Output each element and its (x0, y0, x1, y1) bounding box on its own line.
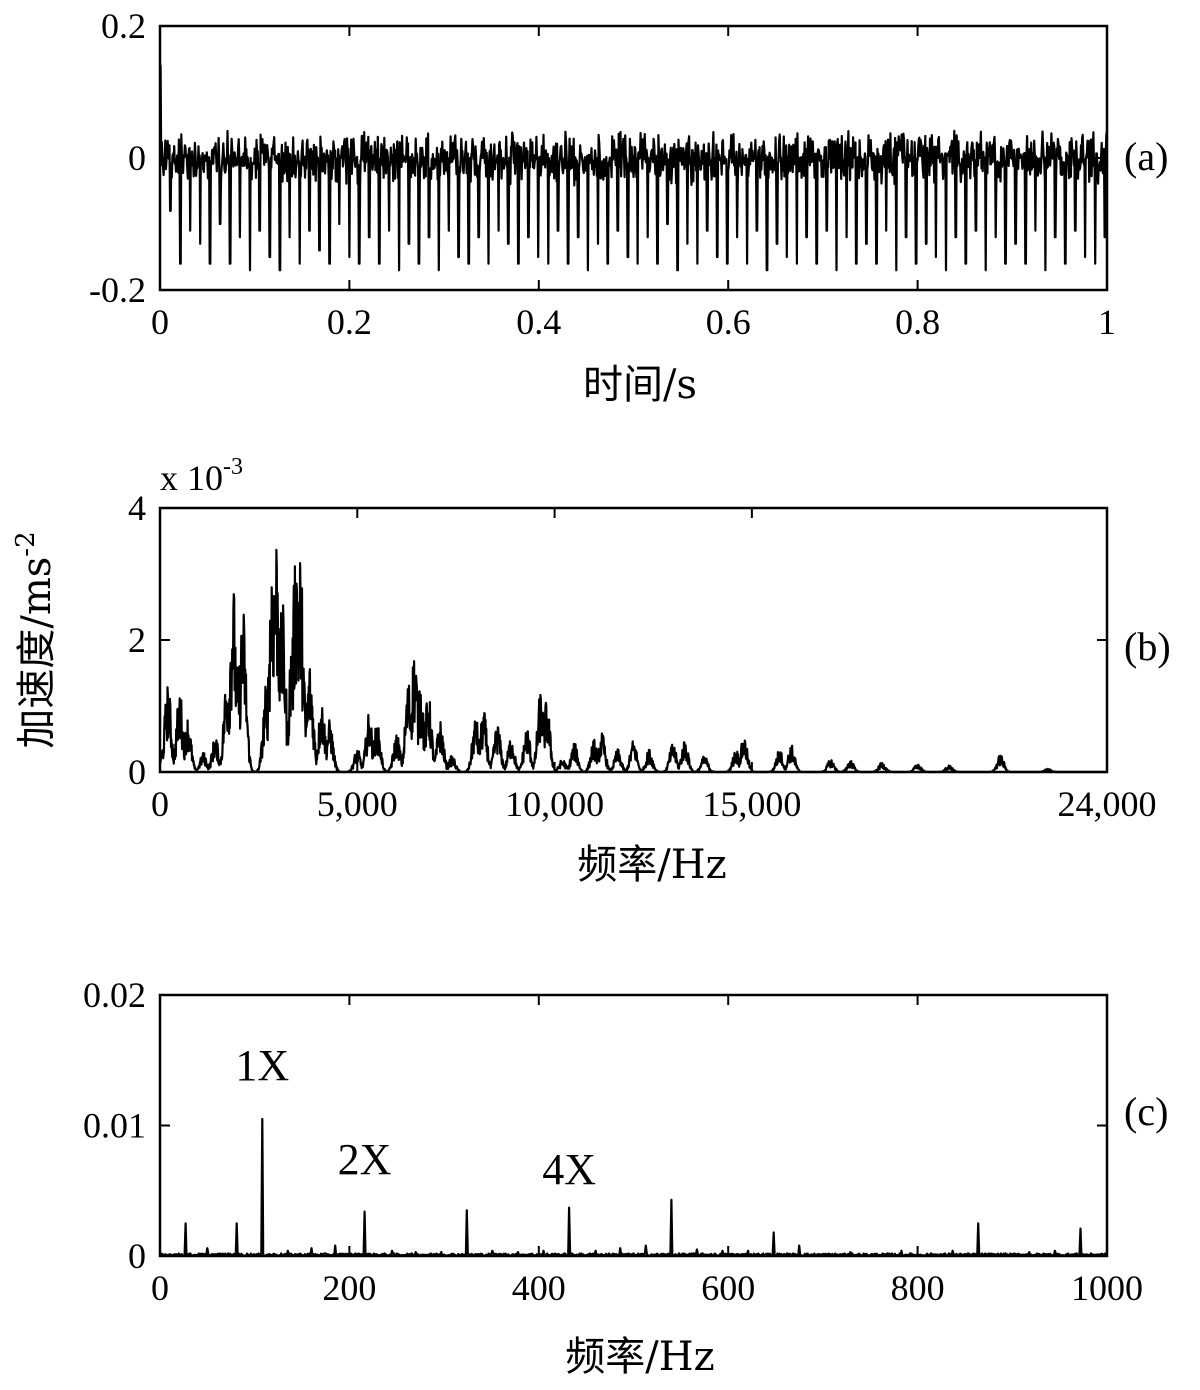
panel-b-tag: (b) (1124, 624, 1171, 669)
harmonic-annotation: 2X (338, 1135, 392, 1184)
panel-a-axes: 0 0.2 0.4 0.6 0.8 1-0.200.2 (89, 6, 1116, 342)
panel-c-x-axis-label: 频率/Hz (565, 1334, 714, 1380)
panel-c-annotations: 1X 2X 4X (235, 1041, 596, 1194)
y-tick-label: 4 (128, 488, 146, 528)
panel-b-spectrum: 0 5,000 10,000 15,000 24,000 0 2 4 频率/Hz 加速度/ms… (11, 454, 1171, 888)
x-tick-label: 0.2 (327, 302, 372, 342)
y-tick-label: 0 (128, 752, 146, 792)
panel-b-y-axis-label: 加速度/ms-2 (11, 531, 60, 748)
panel-a-tag: (a) (1124, 134, 1168, 179)
svg-text:加速度/ms-2: 加速度/ms-2 (11, 531, 60, 748)
x-tick-label: 0.6 (706, 302, 751, 342)
x-tick-label: 0 (151, 1268, 169, 1308)
x-tick-label: 15,000 (702, 784, 801, 824)
x-tick-label: 600 (701, 1268, 755, 1308)
panel-a-series (159, 64, 1109, 272)
y-tick-label: 0.2 (101, 6, 146, 46)
panel-b-y-multiplier-base: x 10 (160, 458, 223, 498)
x-tick-label: 400 (512, 1268, 566, 1308)
harmonic-annotation: 4X (542, 1145, 596, 1194)
harmonic-annotation: 1X (235, 1041, 289, 1090)
y-tick-label: 0.02 (83, 975, 146, 1015)
panel-c-frame (158, 993, 1109, 1258)
y-tick-label: -0.2 (89, 270, 146, 310)
x-tick-label: 0 (151, 784, 169, 824)
panel-b-series (159, 548, 1108, 774)
panel-b-y-multiplier-exponent: -3 (223, 454, 243, 480)
panel-a-x-axis-label: 时间/s (583, 362, 697, 408)
x-tick-label: 24,000 (1058, 784, 1157, 824)
x-tick-label: 1000 (1071, 1268, 1143, 1308)
panel-a-time-signal: 0 0.2 0.4 0.6 0.8 1-0.200.2 时间/s (a) (89, 6, 1168, 408)
panel-b-x-axis-label: 频率/Hz (577, 842, 726, 888)
panel-b-y-multiplier: x 10-3 (160, 454, 243, 498)
panel-b-spectrum-line (159, 548, 1108, 774)
y-tick-label: 0.01 (83, 1106, 146, 1146)
panel-c-axes: 0 200 400 600 800 1000 0 0.01 0.02 (83, 975, 1143, 1308)
x-tick-label: 800 (891, 1268, 945, 1308)
y-tick-label: 2 (128, 620, 146, 660)
panel-c-tag: (c) (1124, 1089, 1168, 1134)
panel-c-spectrum-line (159, 1117, 1108, 1258)
x-tick-label: 0.8 (895, 302, 940, 342)
y-tick-label: 0 (128, 138, 146, 178)
x-tick-label: 10,000 (505, 784, 604, 824)
x-tick-label: 0.4 (516, 302, 561, 342)
panel-c-series (159, 1117, 1108, 1258)
x-tick-label: 0 (151, 302, 169, 342)
x-tick-label: 5,000 (317, 784, 398, 824)
panel-b-y-axis-label-base: 加速度/ms (14, 557, 60, 749)
panel-b-y-axis-label-exponent: -2 (11, 531, 41, 556)
y-tick-label: 0 (128, 1236, 146, 1276)
x-tick-label: 1 (1098, 302, 1116, 342)
panel-a-signal-line (159, 64, 1109, 272)
panel-b-axes: 0 5,000 10,000 15,000 24,000 0 2 4 (128, 488, 1157, 824)
x-tick-label: 200 (322, 1268, 376, 1308)
